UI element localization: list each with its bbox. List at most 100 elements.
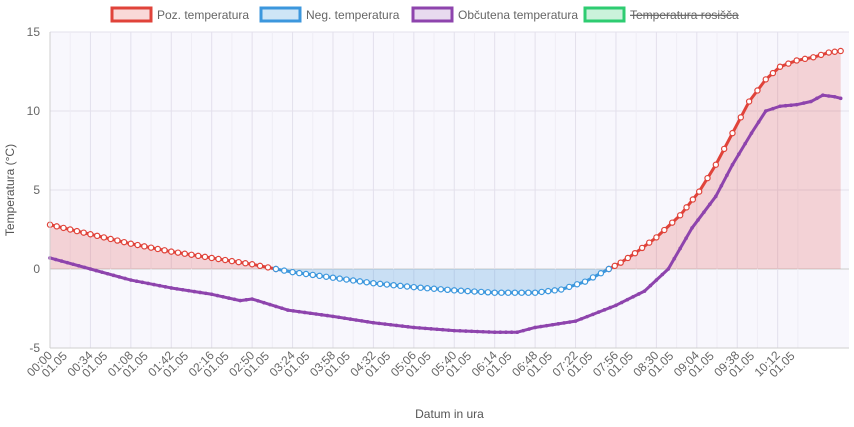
data-point: [457, 287, 465, 294]
data-point: [67, 226, 74, 233]
data-point: [397, 282, 404, 290]
data-point: [192, 289, 197, 294]
data-point: [591, 312, 595, 317]
data-point: [370, 280, 377, 287]
data-point: [672, 256, 677, 261]
data-point: [611, 262, 618, 270]
data-point: [809, 99, 813, 104]
data-point: [511, 289, 519, 296]
data-point: [388, 322, 393, 327]
series-fill: [275, 269, 609, 293]
data-point: [487, 330, 491, 334]
data-point: [316, 272, 323, 280]
data-point: [336, 275, 343, 282]
data-point: [669, 219, 676, 226]
data-point: [683, 204, 690, 211]
data-point: [525, 289, 532, 296]
data-point: [573, 281, 581, 288]
data-point: [140, 280, 145, 285]
data-point: [762, 76, 769, 83]
data-point: [100, 270, 104, 274]
data-point: [689, 196, 697, 203]
data-point: [778, 104, 782, 109]
data-point: [417, 284, 424, 291]
legend-swatch: [110, 6, 153, 23]
data-point: [93, 232, 101, 240]
data-point: [215, 255, 222, 263]
data-point: [105, 271, 110, 276]
data-point: [826, 94, 831, 98]
data-point: [602, 308, 607, 312]
data-point: [291, 309, 296, 313]
data-point: [825, 49, 832, 56]
data-point: [400, 324, 405, 328]
data-point: [146, 281, 150, 286]
data-point: [743, 141, 747, 146]
data-point: [256, 299, 260, 303]
data-point: [354, 318, 358, 322]
data-point: [195, 252, 202, 260]
data-point: [154, 245, 162, 253]
data-point: [336, 315, 341, 320]
data-point: [129, 278, 133, 282]
data-point: [452, 328, 457, 333]
data-point: [642, 289, 647, 293]
data-point: [314, 312, 318, 316]
data-point: [188, 251, 195, 258]
data-point: [325, 313, 330, 318]
data-point: [481, 329, 485, 334]
data-point: [114, 237, 121, 244]
data-point: [504, 330, 508, 335]
data-point: [562, 321, 566, 325]
data-point: [232, 297, 237, 302]
data-point: [59, 259, 64, 263]
data-point: [769, 69, 777, 77]
data-point: [410, 283, 418, 291]
data-point: [624, 254, 632, 262]
data-point: [475, 329, 480, 334]
data-point: [228, 257, 236, 265]
data-point: [360, 319, 364, 323]
legend-item[interactable]: Občutena temperatura: [411, 6, 578, 23]
legend-item[interactable]: Poz. temperatura: [110, 6, 249, 23]
data-point: [272, 265, 280, 273]
data-point: [297, 309, 301, 314]
legend-swatch: [411, 6, 454, 23]
data-point: [527, 327, 531, 331]
data-point: [280, 306, 284, 311]
data-point: [551, 287, 558, 294]
data-point: [342, 316, 347, 321]
data-point: [737, 152, 741, 156]
data-point: [704, 174, 711, 182]
legend-item[interactable]: Temperatura rosišča: [583, 6, 739, 23]
data-point: [614, 303, 618, 308]
data-point: [684, 236, 688, 240]
data-point: [492, 330, 497, 335]
data-point: [444, 286, 451, 294]
data-point: [107, 235, 114, 243]
data-point: [248, 261, 256, 268]
data-point: [356, 278, 364, 285]
data-point: [100, 234, 108, 241]
data-point: [423, 326, 428, 331]
data-point: [509, 330, 514, 335]
data-point: [343, 276, 350, 283]
legend-item[interactable]: Neg. temperatura: [259, 6, 400, 23]
data-point: [458, 329, 462, 333]
data-point: [617, 259, 624, 266]
data-point: [264, 264, 272, 271]
data-point: [690, 226, 694, 230]
data-point: [227, 296, 231, 300]
data-point: [666, 267, 671, 271]
data-point: [198, 290, 202, 295]
data-point: [565, 283, 573, 291]
data-point: [725, 173, 729, 178]
data-point: [491, 289, 498, 296]
data-point: [302, 310, 307, 315]
data-point: [268, 302, 272, 307]
data-point: [285, 308, 290, 312]
y-tick-label: 5: [33, 183, 40, 197]
data-point: [581, 278, 589, 285]
